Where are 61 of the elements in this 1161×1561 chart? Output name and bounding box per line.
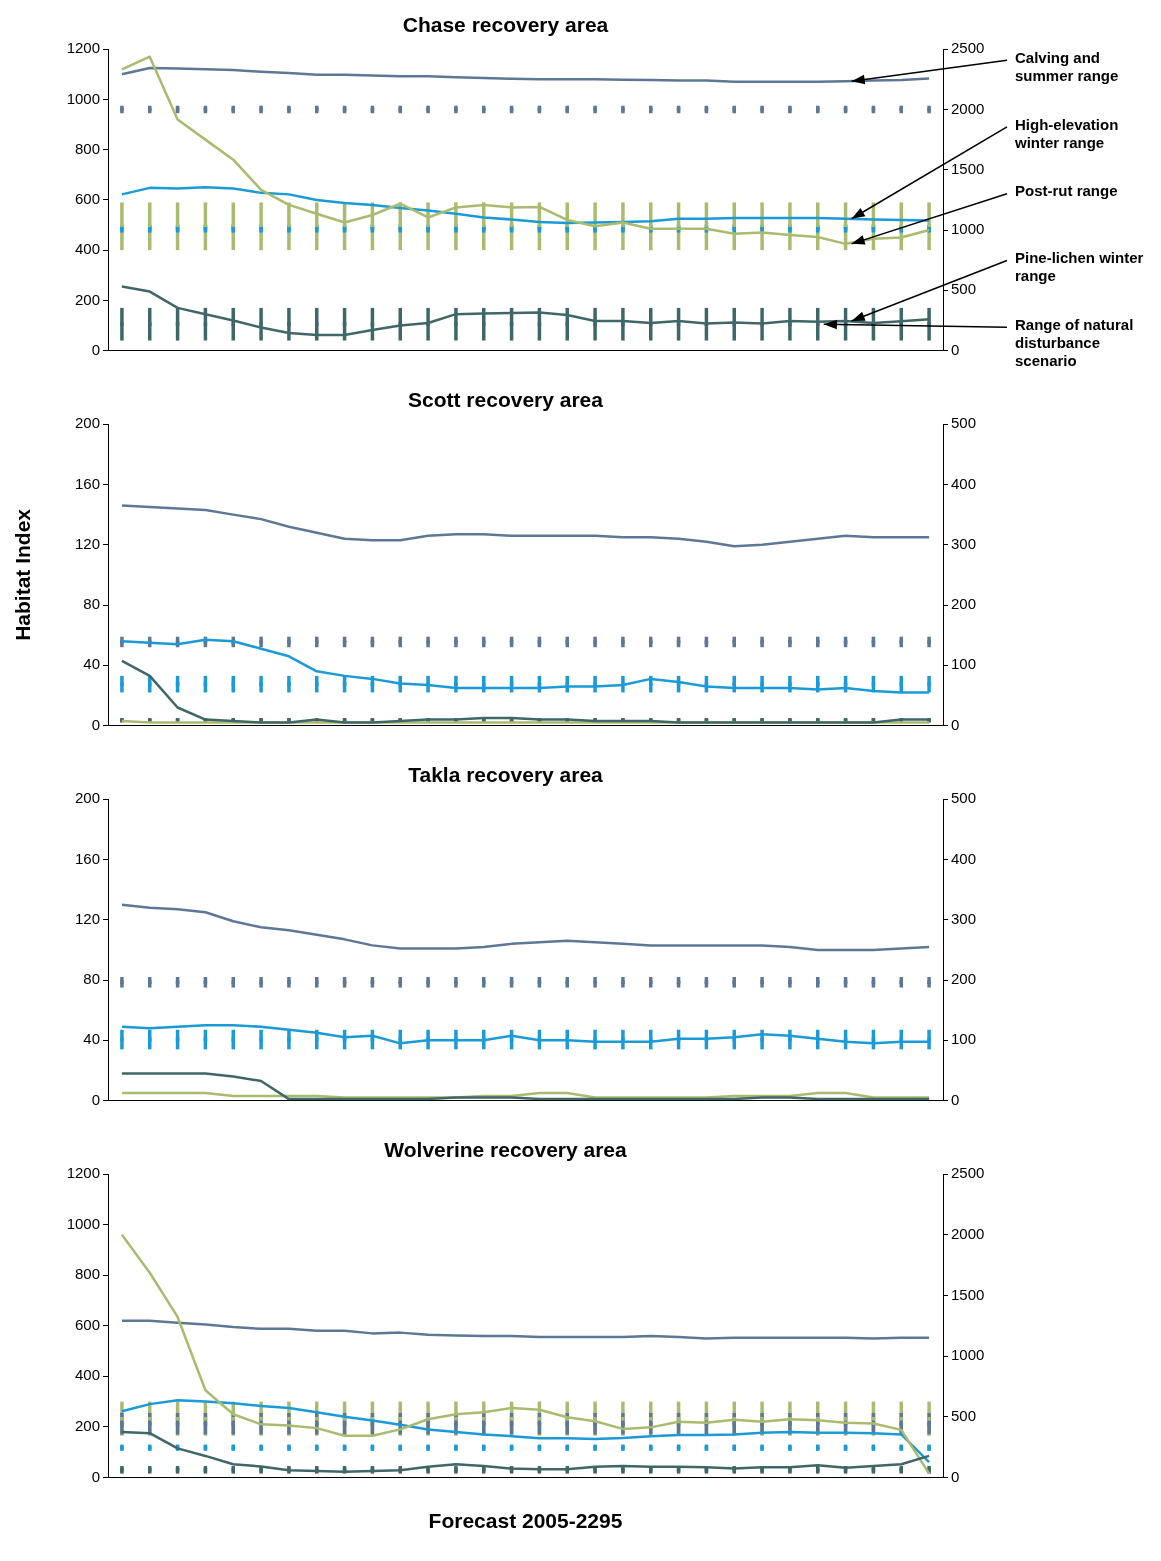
y-tick-label: 1000 — [66, 1214, 100, 1232]
y-tick-label: 600 — [74, 190, 100, 208]
y-tick-label: 0 — [91, 340, 100, 358]
chart-title: Wolverine recovery area — [384, 1138, 628, 1162]
y2-tick-label: 2500 — [951, 1164, 985, 1182]
y2-tick-label: 200 — [951, 595, 977, 613]
y-tick-label: 40 — [83, 1030, 100, 1048]
y2-tick-label: 500 — [951, 789, 977, 807]
y-tick-label: 0 — [91, 1467, 100, 1485]
y-tick-label: 160 — [74, 474, 100, 492]
y2-tick-label: 100 — [951, 655, 977, 673]
y-tick-label: 400 — [74, 1366, 100, 1384]
chart-title: Scott recovery area — [408, 388, 604, 412]
y-tick-label: 200 — [74, 1417, 100, 1435]
y-tick-label: 80 — [83, 970, 100, 988]
y2-tick-label: 300 — [951, 909, 977, 927]
y-tick-label: 200 — [74, 414, 100, 432]
y-tick-label: 1200 — [66, 1164, 100, 1182]
y2-tick-label: 1000 — [951, 220, 985, 238]
y2-tick-label: 0 — [951, 715, 960, 733]
y2-tick-label: 400 — [951, 849, 977, 867]
text: Pine-lichen winter range — [1015, 249, 1144, 285]
y-tick-label: 0 — [91, 715, 100, 733]
text: Post-rut range — [1015, 182, 1118, 200]
y-tick-label: 800 — [74, 139, 100, 157]
y2-tick-label: 1500 — [951, 1285, 985, 1303]
y-tick-label: 40 — [83, 655, 100, 673]
y-tick-label: 800 — [74, 1265, 100, 1283]
y-tick-label: 120 — [74, 909, 100, 927]
y2-tick-label: 100 — [951, 1030, 977, 1048]
chart-title: Takla recovery area — [408, 763, 604, 787]
y-tick-label: 1000 — [66, 89, 100, 107]
y2-tick-label: 1000 — [951, 1346, 985, 1364]
y2-tick-label: 0 — [951, 1467, 960, 1485]
y-tick-label: 200 — [74, 290, 100, 308]
y-tick-label: 1200 — [66, 39, 100, 57]
y-tick-label: 600 — [74, 1315, 100, 1333]
y2-tick-label: 2500 — [951, 39, 985, 57]
y2-tick-label: 2000 — [951, 1224, 985, 1242]
y2-tick-label: 400 — [951, 474, 977, 492]
y-tick-label: 160 — [74, 849, 100, 867]
y2-tick-label: 500 — [951, 414, 977, 432]
y-tick-label: 120 — [74, 534, 100, 552]
y-axis-title: Habitat Index — [11, 508, 35, 641]
y2-tick-label: 500 — [951, 1406, 977, 1424]
y-tick-label: 400 — [74, 240, 100, 258]
x-axis-title: Forecast 2005-2295 — [428, 1509, 623, 1533]
y2-tick-label: 0 — [951, 340, 960, 358]
y2-tick-label: 300 — [951, 534, 977, 552]
y-tick-label: 0 — [91, 1090, 100, 1108]
y2-tick-label: 0 — [951, 1090, 960, 1108]
y2-tick-label: 1500 — [951, 159, 985, 177]
y2-tick-label: 2000 — [951, 99, 985, 117]
text: Calving and summer range — [1015, 48, 1119, 84]
text: Range of natural disturbance scenario — [1015, 315, 1134, 369]
y2-tick-label: 500 — [951, 280, 977, 298]
y2-tick-label: 200 — [951, 970, 977, 988]
y-tick-label: 80 — [83, 595, 100, 613]
chart-title: Chase recovery area — [402, 13, 609, 37]
y-tick-label: 200 — [74, 789, 100, 807]
text: High-elevation winter range — [1014, 115, 1119, 151]
